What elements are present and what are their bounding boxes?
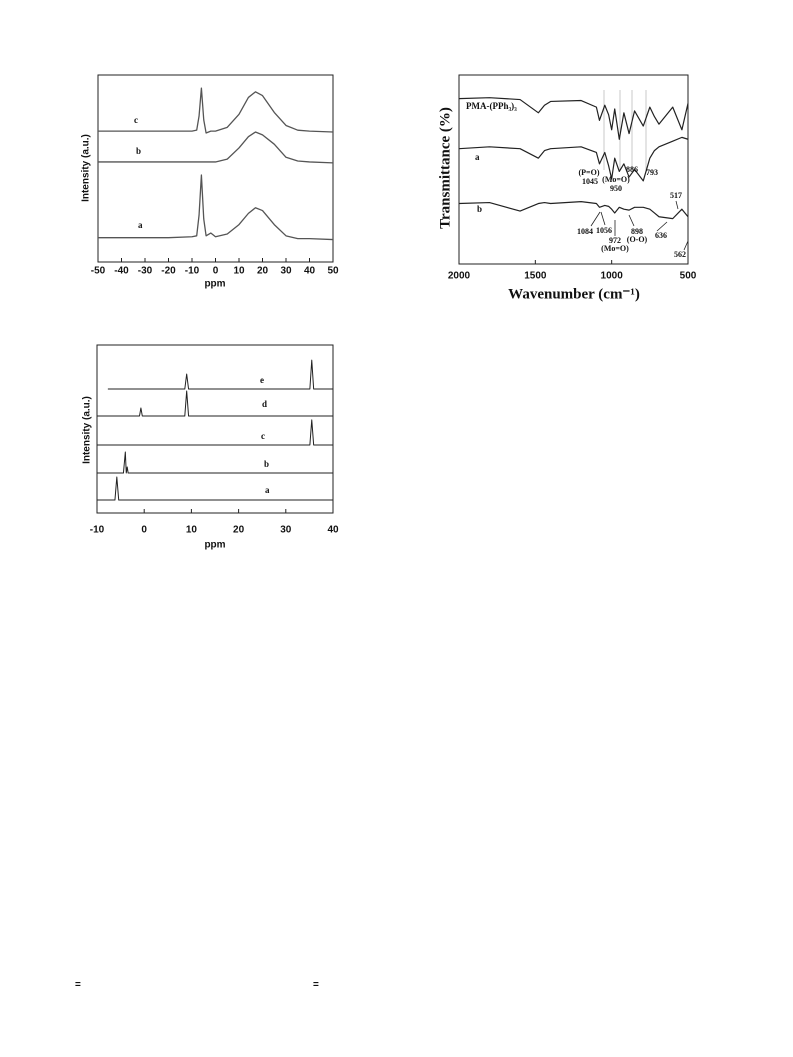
x-tick-label: 10 — [233, 266, 245, 277]
series-label: a — [475, 152, 480, 162]
x-tick-label: -50 — [91, 266, 106, 277]
peak-annotation: 793 — [646, 168, 658, 177]
peak-annotation: 886 — [626, 165, 638, 174]
stray-mark: = — [75, 980, 81, 991]
spectrum-line — [97, 476, 333, 501]
peak-annotation: 1056 — [596, 226, 612, 235]
spectrum-line — [458, 136, 689, 182]
x-axis-label: Wavenumber (cm⁻¹) — [508, 286, 640, 302]
peak-annotation: 562 — [674, 250, 686, 259]
arrow — [675, 200, 679, 210]
peak-annotation: 636 — [655, 231, 667, 240]
stray-mark: = — [313, 980, 319, 991]
x-tick-label: -40 — [114, 266, 129, 277]
peak-annotation: 1045 — [582, 177, 598, 186]
spectrum-line — [458, 201, 689, 220]
spectrum-line — [97, 419, 333, 446]
spectrum-line — [97, 390, 333, 417]
x-tick-label: 0 — [213, 266, 219, 277]
series-label: a — [138, 220, 143, 230]
x-tick-label: 20 — [257, 266, 269, 277]
x-tick-label: 40 — [304, 266, 316, 277]
x-tick-label: 40 — [327, 525, 339, 536]
peak-annotation: 517 — [670, 191, 682, 200]
spectrum-line — [98, 131, 334, 164]
series-label: d — [262, 399, 267, 409]
arrow — [656, 221, 668, 232]
x-tick-label: 2000 — [448, 271, 471, 282]
x-axis-label: ppm — [204, 279, 225, 290]
x-tick-label: 0 — [141, 525, 147, 536]
y-axis-label: Intensity (a.u.) — [82, 396, 93, 464]
peak-annotation: (Mo=O) — [601, 244, 629, 253]
spectrum-line — [98, 87, 334, 134]
peak-annotation: 898 — [631, 227, 643, 236]
y-axis-label: Transmittance (%) — [437, 107, 453, 229]
peak-annotation: (P=O) — [579, 168, 600, 177]
plot-frame — [458, 74, 689, 265]
x-tick-label: 500 — [680, 271, 697, 282]
arrow — [590, 211, 601, 227]
peak-annotation: 950 — [610, 184, 622, 193]
x-tick-label: 30 — [280, 525, 292, 536]
y-axis-label: Intensity (a.u.) — [81, 134, 92, 202]
x-tick-label: -20 — [161, 266, 176, 277]
spectrum-line — [98, 174, 334, 241]
arrow — [600, 211, 606, 226]
series-label: PMA-(PPh₃)₃ — [466, 101, 517, 111]
series-label: c — [261, 431, 265, 441]
x-tick-label: 20 — [233, 525, 245, 536]
series-label: b — [136, 146, 141, 156]
spectrum-line — [458, 97, 689, 140]
peak-annotation: 972 — [609, 236, 621, 245]
series-label: b — [477, 204, 482, 214]
peak-annotation: 1084 — [577, 227, 593, 236]
x-tick-label: -10 — [185, 266, 200, 277]
x-tick-label: -30 — [138, 266, 153, 277]
x-tick-label: -10 — [90, 525, 105, 536]
arrow — [628, 214, 635, 227]
x-tick-label: 1000 — [601, 271, 624, 282]
series-label: c — [134, 115, 138, 125]
x-axis-label: ppm — [204, 540, 225, 551]
x-tick-label: 10 — [186, 525, 198, 536]
peak-annotation: (O-O) — [627, 235, 648, 244]
spectrum-line — [97, 451, 333, 474]
series-label: b — [264, 459, 269, 469]
x-tick-label: 50 — [327, 266, 339, 277]
spectrum-line — [107, 359, 333, 390]
plot-frame — [96, 344, 334, 514]
x-tick-label: 30 — [280, 266, 292, 277]
series-label: e — [260, 375, 264, 385]
series-label: a — [265, 485, 270, 495]
x-tick-label: 1500 — [524, 271, 547, 282]
peak-annotation: (Mo=O) — [602, 175, 630, 184]
arrow — [683, 240, 689, 251]
